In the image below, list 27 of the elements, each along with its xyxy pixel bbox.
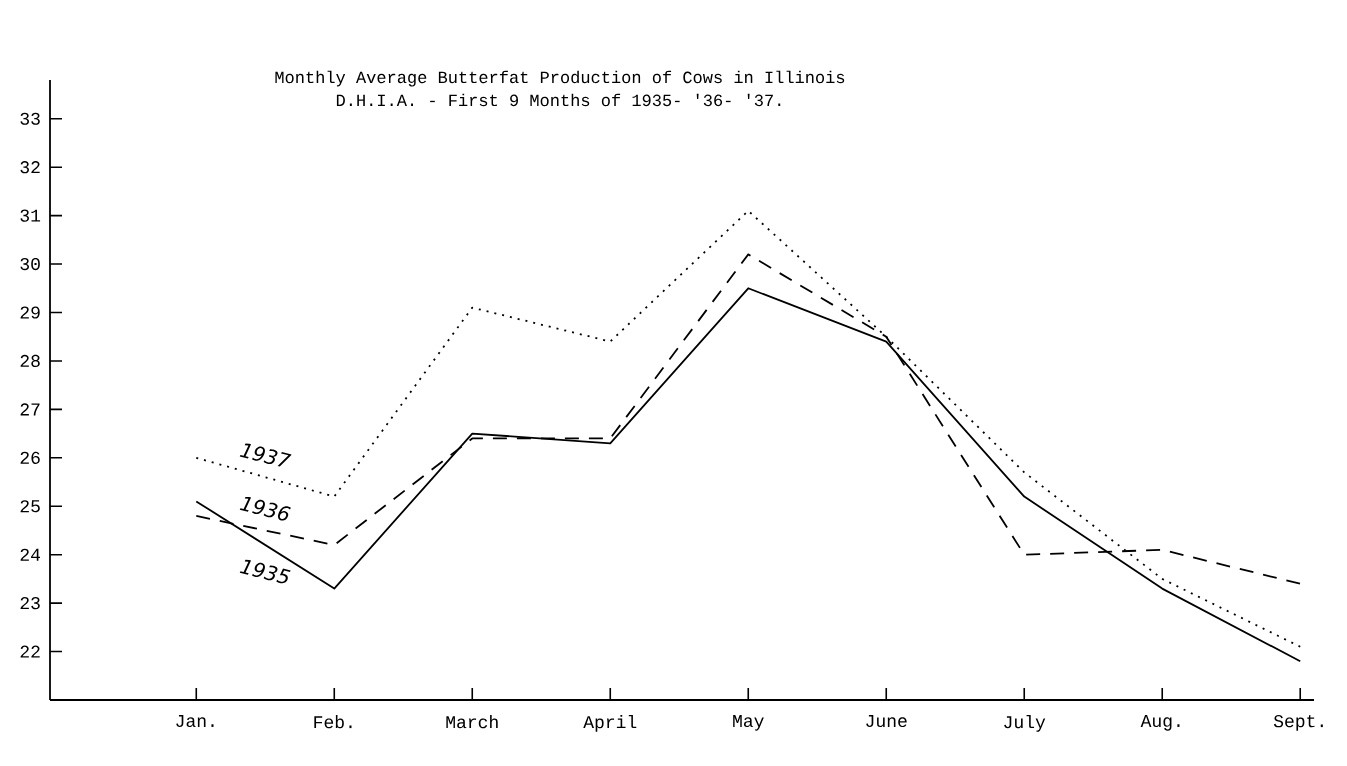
x-tick-label: July xyxy=(1004,715,1046,732)
y-tick-label: 32 xyxy=(20,161,40,174)
y-tick-label: 25 xyxy=(20,500,40,513)
y-tick-label: 30 xyxy=(20,257,40,271)
x-tick-label: May xyxy=(733,715,764,731)
y-tick-label: 33 xyxy=(20,112,40,125)
y-tick-label: 24 xyxy=(20,548,41,561)
x-tick-label: Aug. xyxy=(1140,715,1180,731)
text: 1937 xyxy=(239,443,292,467)
y-tick-label: 28 xyxy=(20,354,40,368)
y-tick-label: 26 xyxy=(20,451,40,464)
y-tick-label: 22 xyxy=(20,645,40,658)
x-tick-label: June xyxy=(866,715,907,728)
x-tick-label: April xyxy=(583,715,637,732)
text: D.H.I.A. - First 9 Months of 1935- '36- '37. xyxy=(336,93,781,107)
x-tick-label: March xyxy=(446,715,498,729)
text: 1935 xyxy=(239,559,291,584)
y-tick-label: 29 xyxy=(20,306,40,319)
x-tick-label: Sept. xyxy=(1273,715,1323,731)
y-tick-label: 23 xyxy=(20,597,40,610)
x-tick-label: Jan. xyxy=(176,715,214,728)
y-tick-label: 31 xyxy=(20,209,41,222)
line-series xyxy=(195,209,1302,648)
x-tick-label: Feb. xyxy=(314,715,352,729)
y-tick-label: 27 xyxy=(20,403,40,416)
text: 1936 xyxy=(239,496,291,521)
chart-title: Monthly Average Butterfat Production of Cows in Illinois xyxy=(275,70,845,87)
